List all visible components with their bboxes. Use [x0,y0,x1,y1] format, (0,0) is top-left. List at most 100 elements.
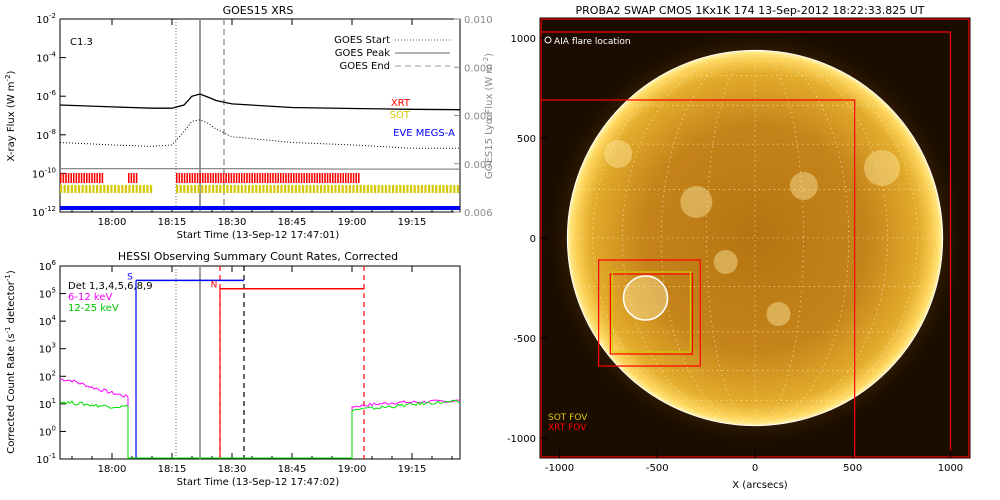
sot-coverage-tick [67,185,70,193]
sot-coverage-tick [431,185,434,193]
xrt-coverage-tick [191,173,194,183]
sot-coverage-tick [124,185,127,193]
swap-title: PROBA2 SWAP CMOS 1Kx1K 174 13-Sep-2012 1… [576,4,925,17]
sot-coverage-tick [305,185,308,193]
xrt-coverage-tick [215,173,217,183]
swap-y-tick-label-0: 1000 [511,34,536,45]
xrt-coverage-tick [274,173,277,183]
sot-coverage-tick [103,185,106,193]
sot-coverage-tick [74,185,77,193]
sot-coverage-tick [110,185,113,193]
hessi-x-tick-label-4: 19:00 [338,464,367,475]
goes-y-tick-label-3: 10-8 [36,128,56,142]
sot-coverage-tick [197,185,200,193]
sot-coverage-tick [377,185,380,193]
xrt-coverage-tick [243,173,246,183]
sot-coverage-tick [302,185,305,193]
xrt-coverage-tick [186,173,188,183]
goes-y2-tick-label-4: 0.006 [464,208,493,219]
swap-y-tick-label-2: 0 [530,234,536,245]
sot-coverage-tick [146,185,149,193]
xrt-coverage-tick [220,173,222,183]
legend-6-12-kev: 6-12 keV [68,292,112,303]
goes-series-line-2 [60,167,460,170]
fov-box-2 [598,259,701,367]
legend-12-25-kev: 12-25 keV [68,303,119,314]
sot-coverage-tick [142,185,145,193]
xrt-coverage-tick [295,173,298,183]
goes-title: GOES15 XRS [223,4,294,17]
sot-coverage-tick [255,185,258,193]
xrt-coverage-tick [80,173,83,183]
xrt-coverage-tick [196,173,199,183]
sot-coverage-tick [132,185,135,193]
hessi-xlabel: Start Time (13-Sep-12 17:47:02) [177,477,340,488]
sot-coverage-tick [150,185,153,193]
sot-coverage-tick [139,185,142,193]
xrt-coverage-tick [128,173,130,183]
xrt-coverage-tick [246,173,248,183]
active-region-6 [604,140,633,168]
xrt-coverage-tick [269,173,272,183]
goes-x-tick-label-0: 18:00 [98,217,127,228]
sot-coverage-tick [121,185,124,193]
goes-xlabel: Start Time (13-Sep-12 17:47:01) [177,230,340,241]
xrt-coverage-tick [329,173,331,183]
legend-sot: SOT [390,110,411,121]
sot-coverage-tick [78,185,81,193]
sot-coverage-tick [428,185,431,193]
hessi-legend: Det 1,3,4,5,6,8,9 6-12 keV 12-25 keV [68,281,153,314]
hessi-series-post-1 [351,399,460,412]
goes-y2-tick-label-0: 0.010 [464,15,493,26]
xrt-coverage-tick [212,173,214,183]
hessi-y-tick-label-6: 100 [39,424,56,438]
sot-coverage-tick [363,185,366,193]
xrt-coverage-tick [313,173,316,183]
xrt-coverage-tick [264,173,266,183]
xrt-coverage-tick [222,173,225,183]
xrt-coverage-tick [311,173,313,183]
xrt-coverage-tick [96,173,98,183]
sot-coverage-tick [219,185,222,193]
active-region-4 [713,250,738,274]
xrt-coverage-tick [259,173,261,183]
hessi-x-tick-label-3: 18:45 [278,464,307,475]
xrt-coverage-tick [319,173,321,183]
xrt-coverage-tick [209,173,212,183]
xrt-coverage-tick [207,173,209,183]
sot-coverage-tick [291,185,294,193]
sot-coverage-tick [269,185,272,193]
swap-x-tick-label-4: 1000 [938,463,963,474]
swap-axis-ticks: -1000 -500 0 500 1000 1000 500 0 -500 -1000 [507,34,963,474]
sot-coverage-tick [230,185,233,193]
sot-coverage-tick [359,185,362,193]
sot-coverage-tick [287,185,290,193]
swap-xlabel: X (arcsecs) [732,480,788,491]
sot-coverage-tick [420,185,423,193]
hessi-y-tick-label-7: 10-1 [36,452,56,466]
xrt-coverage-tick [176,173,178,183]
longitude-line [754,49,918,427]
sot-coverage-tick [456,185,459,193]
legend-goes-peak: GOES Peak [335,48,390,59]
xrt-coverage-tick [70,173,72,183]
aia-flare-location [622,275,669,321]
xrt-coverage-tick [130,173,133,183]
xrt-coverage-tick [334,173,337,183]
sot-coverage-tick [117,185,120,193]
goes-y2-tick-label-1: 0.009 [464,63,493,74]
hessi-series-pre-0 [60,378,129,398]
sot-coverage-tick [92,185,95,193]
xrt-coverage-tick [233,173,235,183]
sot-coverage-tick [85,185,88,193]
xrt-coverage-tick [303,173,305,183]
xrt-coverage-tick [78,173,80,183]
sot-coverage-tick [201,185,204,193]
sot-coverage-tick [284,185,287,193]
xrt-coverage-tick [88,173,91,183]
xrt-coverage-tick [199,173,201,183]
sot-coverage-tick [99,185,102,193]
goes-series-line-0 [60,93,460,111]
xrt-coverage-tick [352,173,355,183]
sot-coverage-tick [392,185,395,193]
